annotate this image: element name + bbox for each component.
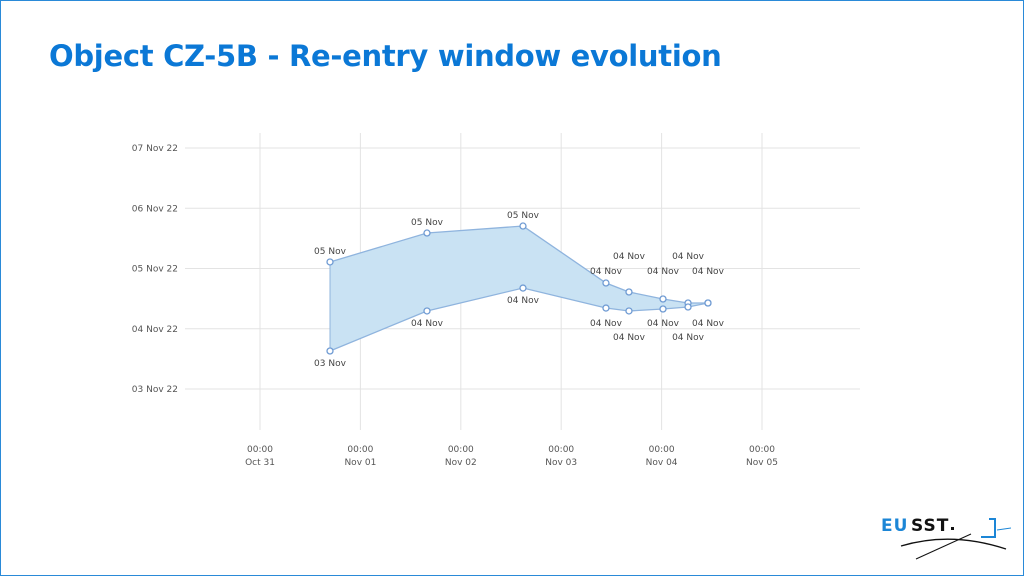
y-tick-label: 03 Nov 22 xyxy=(132,385,178,395)
x-tick-time: 00:00 xyxy=(749,445,775,455)
y-tick-label: 07 Nov 22 xyxy=(132,144,178,154)
lower-point xyxy=(684,303,692,311)
lower-point xyxy=(602,304,610,312)
upper-data-label: 04 Nov xyxy=(590,267,623,277)
y-tick-label: 05 Nov 22 xyxy=(132,265,178,275)
upper-data-label: 04 Nov xyxy=(613,252,646,262)
lower-data-label: 04 Nov xyxy=(507,296,540,306)
lower-point xyxy=(423,307,431,315)
y-tick-label: 06 Nov 22 xyxy=(132,204,178,214)
lower-data-label: 04 Nov xyxy=(613,333,646,343)
x-tick-date: Oct 31 xyxy=(245,458,275,468)
lower-data-label: 03 Nov xyxy=(314,359,347,369)
lower-point xyxy=(659,305,667,313)
upper-point xyxy=(602,279,610,287)
lower-data-label: 04 Nov xyxy=(411,319,444,329)
upper-point xyxy=(625,288,633,296)
x-tick-date: Nov 04 xyxy=(646,458,678,468)
x-tick-date: Nov 02 xyxy=(445,458,477,468)
x-tick-time: 00:00 xyxy=(548,445,574,455)
lower-data-label: 04 Nov xyxy=(590,319,623,329)
upper-bound-line xyxy=(329,225,708,304)
eusst-logo: EU SST xyxy=(881,516,1011,560)
lower-bound-line xyxy=(329,287,709,352)
svg-text:EU: EU xyxy=(881,516,908,536)
lower-point xyxy=(704,299,712,307)
lower-data-label: 04 Nov xyxy=(647,319,680,329)
upper-data-label: 04 Nov xyxy=(647,267,680,277)
y-tick-label: 04 Nov 22 xyxy=(132,325,178,335)
x-tick-time: 00:00 xyxy=(347,445,373,455)
page-title: Object CZ-5B - Re-entry window evolution xyxy=(49,39,722,73)
upper-data-label: 04 Nov xyxy=(692,267,725,277)
upper-point xyxy=(423,229,431,237)
upper-data-label: 05 Nov xyxy=(314,247,347,257)
lower-point xyxy=(625,307,633,315)
lower-point xyxy=(519,284,527,292)
x-tick-date: Nov 03 xyxy=(545,458,577,468)
lower-point xyxy=(326,347,334,355)
upper-point xyxy=(659,295,667,303)
upper-data-label: 05 Nov xyxy=(411,218,444,228)
upper-point xyxy=(519,222,527,230)
lower-data-label: 04 Nov xyxy=(672,333,705,343)
x-tick-time: 00:00 xyxy=(247,445,273,455)
x-tick-date: Nov 05 xyxy=(746,458,778,468)
x-tick-date: Nov 01 xyxy=(344,458,376,468)
x-tick-time: 00:00 xyxy=(649,445,675,455)
upper-data-label: 04 Nov xyxy=(672,252,705,262)
x-tick-time: 00:00 xyxy=(448,445,474,455)
upper-data-label: 05 Nov xyxy=(507,211,540,221)
upper-point xyxy=(326,258,334,266)
lower-data-label: 04 Nov xyxy=(692,319,725,329)
svg-text:SST: SST xyxy=(911,516,949,536)
